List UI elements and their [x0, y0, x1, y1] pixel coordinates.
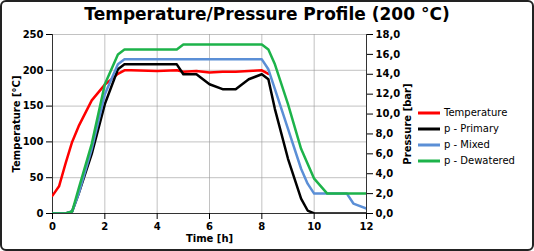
svg-text:2: 2 — [101, 221, 108, 232]
html-text:p - Mixed: p - Mixed — [444, 139, 490, 150]
svg-text:10,0: 10,0 — [376, 108, 401, 119]
svg-text:200: 200 — [23, 65, 44, 76]
svg-text:4: 4 — [154, 221, 161, 232]
svg-text:2,0: 2,0 — [376, 188, 394, 199]
svg-text:100: 100 — [23, 136, 44, 147]
html-text:p - Dewatered: p - Dewatered — [444, 155, 515, 166]
svg-text:Temperature [°C]: Temperature [°C] — [11, 76, 22, 173]
svg-text:0: 0 — [49, 221, 56, 232]
svg-text:Pressure [bar]: Pressure [bar] — [402, 83, 413, 164]
svg-text:14,0: 14,0 — [376, 68, 401, 79]
svg-text:50: 50 — [30, 172, 44, 183]
svg-text:10: 10 — [307, 221, 321, 232]
svg-text:8: 8 — [258, 221, 265, 232]
html-text:Temperature: Temperature — [444, 107, 508, 118]
svg-text:6: 6 — [206, 221, 213, 232]
svg-text:0,0: 0,0 — [376, 208, 394, 219]
svg-text:12: 12 — [360, 221, 374, 232]
svg-text:Time [h]: Time [h] — [186, 233, 233, 244]
svg-text:16,0: 16,0 — [376, 49, 401, 60]
html-text:p - Primary: p - Primary — [444, 123, 499, 134]
svg-text:250: 250 — [23, 29, 44, 40]
svg-text:0: 0 — [37, 208, 44, 219]
svg-text:18,0: 18,0 — [376, 29, 401, 40]
html-text:Temperature/Pressure Profile (: Temperature/Pressure Profile (200 °C) — [84, 4, 450, 24]
svg-text:12,0: 12,0 — [376, 88, 401, 99]
svg-text:150: 150 — [23, 100, 44, 111]
svg-text:6,0: 6,0 — [376, 148, 394, 159]
svg-text:4,0: 4,0 — [376, 168, 394, 179]
svg-text:8,0: 8,0 — [376, 128, 394, 139]
